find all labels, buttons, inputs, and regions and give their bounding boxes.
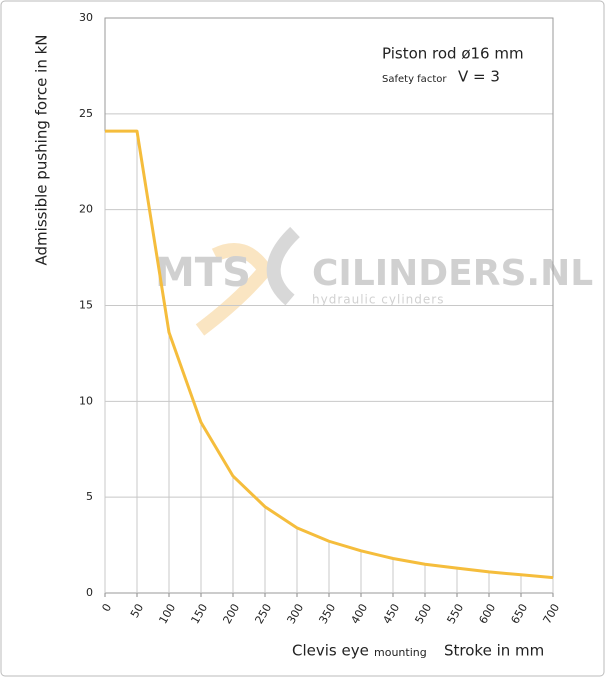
annotation: Safety factor xyxy=(382,74,447,85)
x-axis-label: Stroke in mm xyxy=(444,642,544,660)
x-axis-label: Clevis eye xyxy=(292,642,369,660)
watermark-text: MTS xyxy=(155,250,251,296)
watermark-swoosh xyxy=(266,226,300,306)
y-tick-label: 30 xyxy=(79,11,93,24)
y-tick-label: 20 xyxy=(79,203,93,216)
watermark-swoosh xyxy=(195,243,274,336)
watermark-text: hydraulic cylinders xyxy=(312,293,444,307)
annotation: Piston rod ø16 mm xyxy=(382,45,524,63)
y-tick-label: 0 xyxy=(86,586,93,599)
line-series xyxy=(105,129,554,580)
y-tick-label: 15 xyxy=(79,299,93,312)
annotation: V = 3 xyxy=(458,68,500,86)
y-axis-label: Admissible pushing force in kN xyxy=(33,35,51,266)
y-tick-label: 25 xyxy=(79,107,93,120)
y-tick-label: 5 xyxy=(86,490,93,503)
x-axis-label: mounting xyxy=(374,646,427,659)
watermark: MTS CILINDERS.NL hydraulic cylinders xyxy=(155,226,593,336)
watermark-text: CILINDERS.NL xyxy=(312,253,593,294)
x-tick-label: 50 xyxy=(128,602,146,621)
y-tick-label: 10 xyxy=(79,394,93,407)
